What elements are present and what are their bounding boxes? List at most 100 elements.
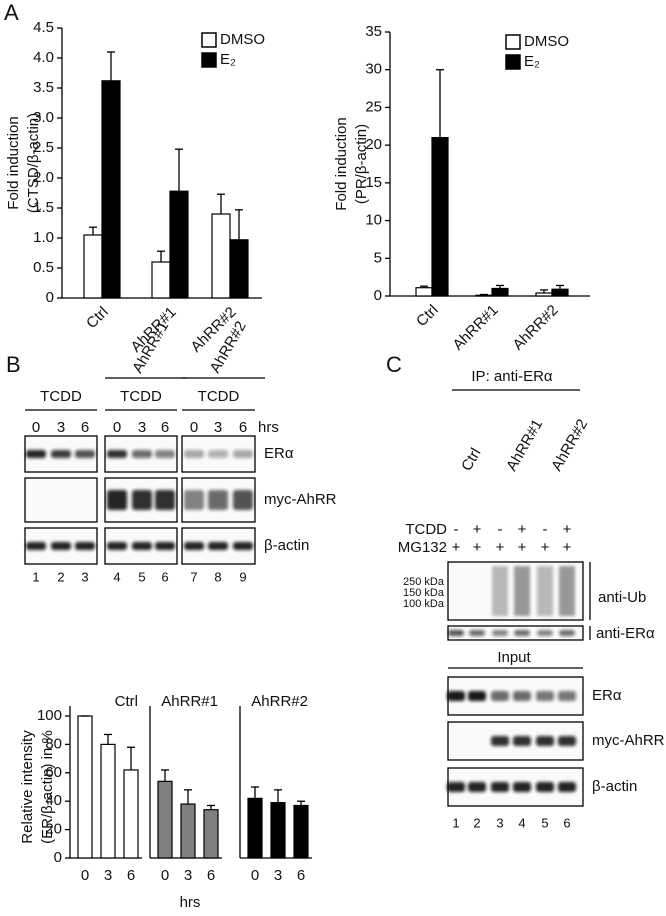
- y-tick-label: 0: [54, 849, 62, 866]
- condition-sign: +: [496, 539, 505, 556]
- blot-band: [155, 490, 175, 510]
- blot-band: [184, 542, 204, 550]
- bar: [551, 288, 569, 297]
- blot-band: [536, 691, 554, 701]
- blot-band: [536, 782, 554, 792]
- x-tick-label: 0: [161, 867, 169, 884]
- blot-band: [513, 691, 531, 701]
- y-tick-label: 1.0: [33, 229, 54, 246]
- y-axis-label: (CTSD/β-actin): [25, 113, 42, 213]
- x-tick-label: 3: [104, 867, 112, 884]
- time-label: 0: [113, 419, 121, 436]
- blot-smear: [514, 566, 530, 616]
- y-tick-label: 35: [365, 23, 382, 40]
- y-tick-label: 25: [365, 98, 382, 115]
- y-tick-label: 80: [45, 735, 62, 752]
- x-axis-label: hrs: [180, 894, 201, 911]
- y-tick-label: 3.5: [33, 79, 54, 96]
- blot-band: [208, 542, 228, 550]
- y-axis-label: (ER/β-actin) in %: [39, 730, 56, 844]
- blot-band: [514, 630, 530, 636]
- y-axis-label: (PR/β-actin): [353, 124, 370, 204]
- blot-band: [107, 450, 127, 458]
- x-tick-label: 3: [184, 867, 192, 884]
- time-label: 3: [57, 419, 65, 436]
- y-tick-label: 100: [37, 707, 62, 724]
- time-label: 0: [190, 419, 198, 436]
- y-tick-label: 20: [45, 821, 62, 838]
- y-axis-label: Fold induction: [5, 116, 22, 209]
- time-label: 6: [161, 419, 169, 436]
- y-tick-label: 4.5: [33, 19, 54, 36]
- bar: [180, 803, 196, 859]
- blot-band: [448, 630, 464, 636]
- x-tick-label: 6: [207, 867, 215, 884]
- x-tick-label: 6: [297, 867, 305, 884]
- lane-number: 6: [161, 569, 168, 584]
- legend-swatch: [505, 54, 521, 70]
- blot-band: [468, 782, 486, 792]
- panel-label: A: [4, 0, 19, 25]
- y-tick-label: 4.0: [33, 49, 54, 66]
- condition-sign: +: [563, 521, 572, 538]
- marker-label: 150 kDa: [403, 587, 445, 599]
- time-unit: hrs: [258, 419, 279, 436]
- ip-label: IP: anti-ERα: [471, 368, 553, 385]
- blot-band: [107, 542, 127, 550]
- bar: [203, 809, 219, 859]
- bar: [211, 213, 231, 299]
- y-tick-label: 3.0: [33, 109, 54, 126]
- blot-band: [558, 736, 576, 746]
- bar: [229, 239, 249, 299]
- x-tick-label: Ctrl: [83, 304, 112, 333]
- lane-number: 3: [496, 815, 503, 830]
- treatment-label: TCDD: [40, 388, 82, 405]
- panel-label: C: [386, 352, 402, 377]
- bar: [293, 804, 309, 859]
- blot-smear: [492, 566, 508, 616]
- blot-band: [132, 490, 152, 510]
- input-label: Input: [497, 649, 531, 666]
- y-tick-label: 0: [374, 287, 382, 304]
- blot-frame: [24, 477, 98, 523]
- condition-sign: +: [518, 521, 527, 538]
- blot-band: [492, 630, 508, 636]
- y-tick-label: 2.0: [33, 169, 54, 186]
- x-tick-label: 3: [274, 867, 282, 884]
- x-tick-label: 6: [127, 867, 135, 884]
- bar: [270, 802, 286, 859]
- bar: [169, 190, 189, 299]
- blot-band: [469, 630, 485, 636]
- y-tick-label: 5: [374, 249, 382, 266]
- y-tick-label: 15: [365, 174, 382, 191]
- legend-label: DMSO: [524, 33, 569, 50]
- y-tick-label: 20: [365, 136, 382, 153]
- y-axis-label: Fold induction: [333, 117, 350, 210]
- bar: [151, 261, 171, 299]
- bar: [77, 715, 93, 859]
- row-label: anti-ERα: [596, 625, 655, 642]
- treatment-label: TCDD: [198, 388, 240, 405]
- lane-number: 5: [138, 569, 145, 584]
- row-label: anti-Ub: [598, 589, 646, 606]
- blot-band: [75, 542, 95, 550]
- blot-band: [558, 782, 576, 792]
- blot-band: [208, 450, 228, 458]
- blot-band: [491, 736, 509, 746]
- blot-band: [558, 691, 576, 701]
- y-tick-label: 0.5: [33, 259, 54, 276]
- marker-label: 250 kDa: [403, 576, 445, 588]
- y-tick-label: 2.5: [33, 139, 54, 156]
- treatment-label: TCDD: [120, 388, 162, 405]
- row-label: myc-AhRR: [592, 732, 665, 749]
- x-tick-label: Ctrl: [413, 302, 442, 331]
- time-label: 3: [138, 419, 146, 436]
- condition-label: MG132: [398, 539, 447, 556]
- blot-band: [513, 782, 531, 792]
- blot-band: [447, 782, 465, 792]
- lane-number: 6: [563, 815, 570, 830]
- legend-swatch: [201, 52, 217, 68]
- y-tick-label: 40: [45, 792, 62, 809]
- legend-swatch: [201, 32, 217, 48]
